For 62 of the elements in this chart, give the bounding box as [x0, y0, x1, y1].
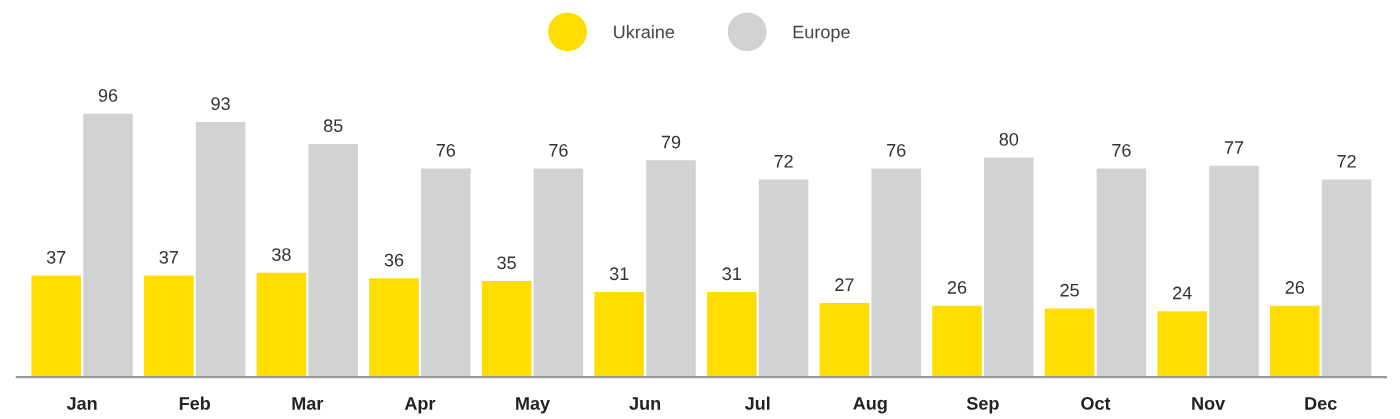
bar	[369, 278, 419, 378]
x-tick-label: Mar	[292, 397, 324, 410]
data-label: 76	[1112, 143, 1131, 157]
data-label: 76	[549, 143, 568, 157]
bar	[31, 275, 81, 378]
bar	[421, 168, 471, 378]
x-tick-label: Aug	[853, 397, 887, 414]
x-tick-label: Oct	[1081, 397, 1111, 410]
bar	[932, 305, 982, 378]
bar	[758, 179, 809, 378]
bar	[83, 113, 133, 378]
x-tick-label: Jul	[744, 396, 770, 410]
x-tick-label: Feb	[179, 396, 211, 410]
x-tick-label: May	[516, 397, 550, 414]
data-label: 31	[609, 267, 629, 281]
data-label: 35	[497, 256, 516, 270]
bar	[144, 275, 194, 378]
bar	[195, 121, 246, 378]
data-label: 96	[98, 89, 118, 102]
bar	[871, 168, 921, 378]
bar	[1157, 311, 1207, 378]
data-label: 26	[1285, 281, 1305, 294]
x-tick-label: Jun	[629, 397, 661, 410]
data-label: 77	[1224, 141, 1244, 154]
bar	[646, 160, 696, 378]
data-label: 36	[384, 253, 404, 267]
x-tick-label: Dec	[1305, 397, 1337, 410]
bar	[481, 281, 532, 378]
x-tick-label: Apr	[404, 397, 436, 414]
legend-label: Europe	[793, 25, 850, 42]
data-label: 93	[211, 97, 230, 111]
data-label: 27	[835, 278, 854, 291]
legend-label: Ukraine	[614, 25, 675, 39]
data-label: 38	[272, 248, 291, 261]
x-tick-label: Jan	[66, 397, 97, 410]
data-label: 37	[46, 250, 66, 264]
bar	[819, 303, 870, 378]
bar	[533, 168, 584, 378]
data-label: 76	[887, 143, 906, 157]
bar	[1270, 305, 1320, 378]
x-tick-label: Nov	[1192, 397, 1226, 410]
bar	[308, 143, 358, 378]
data-label: 26	[947, 281, 967, 294]
data-label: 79	[661, 135, 681, 149]
data-label: 72	[774, 154, 793, 168]
bar	[1321, 179, 1372, 378]
data-label: 25	[1060, 283, 1079, 297]
data-label: 80	[999, 132, 1019, 146]
bar	[984, 157, 1034, 378]
bar	[256, 272, 307, 378]
bar	[1096, 168, 1147, 378]
x-tick-label: Sep	[966, 397, 999, 414]
data-label: 31	[722, 267, 741, 281]
bar	[1044, 308, 1095, 378]
data-label: 85	[323, 119, 343, 132]
data-label: 76	[436, 143, 456, 157]
data-label: 24	[1173, 286, 1192, 300]
data-label: 72	[1337, 154, 1356, 168]
bar	[1209, 165, 1259, 378]
bar	[594, 292, 644, 378]
data-label: 37	[159, 250, 178, 264]
bar	[707, 292, 757, 378]
